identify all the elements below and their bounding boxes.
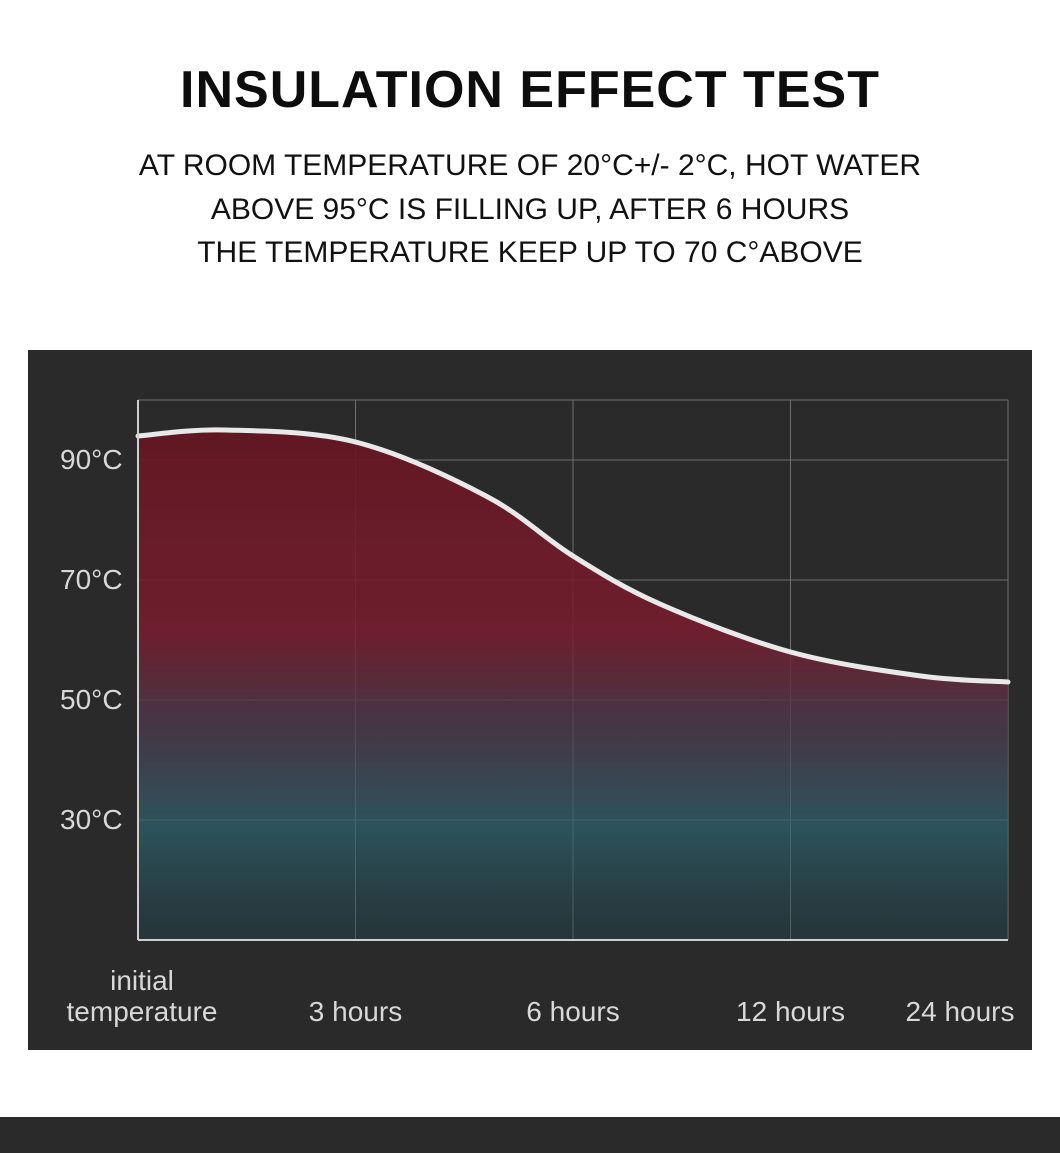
page-root: INSULATION EFFECT TEST AT ROOM TEMPERATU…	[0, 0, 1060, 1153]
page-title: INSULATION EFFECT TEST	[0, 0, 1060, 120]
chart-panel: 30°C 50°C 70°C 90°C initial temperature 3 hou…	[28, 350, 1032, 1050]
y-tick-label: 70°C	[60, 564, 123, 596]
y-tick-label: 90°C	[60, 444, 123, 476]
subtitle-line-2: ABOVE 95°C IS FILLING UP, AFTER 6 HOURS	[60, 188, 1000, 232]
page-subtitle: AT ROOM TEMPERATURE OF 20°C+/- 2°C, HOT …	[0, 120, 1060, 275]
y-tick-label: 30°C	[60, 804, 123, 836]
x-tick-label: 3 hours	[309, 997, 402, 1028]
x-tick-label: 12 hours	[736, 997, 845, 1028]
subtitle-line-1: AT ROOM TEMPERATURE OF 20°C+/- 2°C, HOT …	[60, 144, 1000, 188]
x-tick-label: initial temperature	[67, 966, 218, 1028]
x-tick-label: 6 hours	[526, 997, 619, 1028]
x-tick-label: 24 hours	[906, 997, 1015, 1028]
subtitle-line-3: THE TEMPERATURE KEEP UP TO 70 C°ABOVE	[60, 231, 1000, 275]
y-tick-label: 50°C	[60, 684, 123, 716]
temperature-chart	[28, 350, 1032, 1050]
footer-bar	[0, 1117, 1060, 1153]
